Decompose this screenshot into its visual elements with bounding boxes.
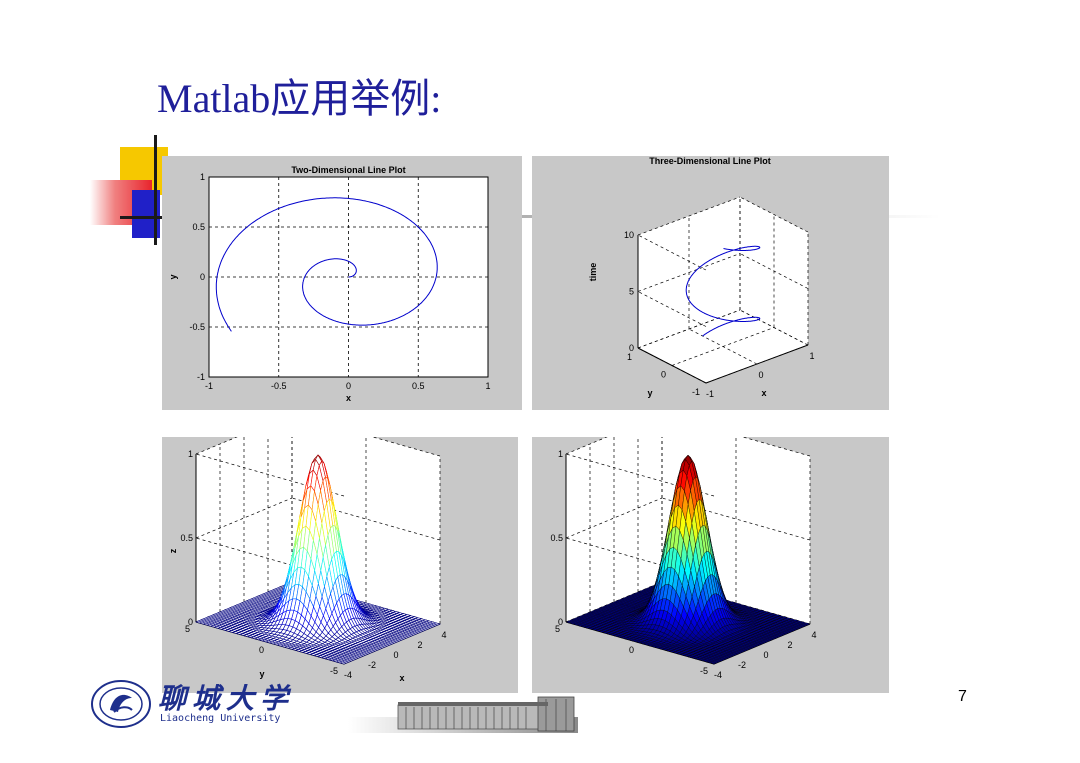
- x-tick-label: 1: [809, 351, 814, 361]
- x-tick-label: 4: [811, 630, 816, 640]
- campus-building-image: [348, 696, 578, 733]
- x-axis-label: x: [761, 388, 766, 398]
- z-tick-label: 0: [188, 617, 193, 627]
- y-tick-label: 0: [629, 645, 634, 655]
- x-tick-label: -2: [738, 660, 746, 670]
- x-tick-label: -2: [368, 660, 376, 670]
- chart-panel-3d-line: -1 0 1 -1 0 1 0 5 10 Three-Dimensional Line Plot x…: [532, 156, 889, 410]
- y-axis-label: y: [168, 274, 178, 279]
- z-tick-label: 0: [558, 617, 563, 627]
- grid-line-z: [565, 497, 663, 539]
- x-tick-label: 0: [758, 370, 763, 380]
- x-tick-label: 0: [763, 650, 768, 660]
- grid-line-z: [371, 437, 441, 457]
- series-line: [685, 245, 761, 337]
- z-tick-label: 0.5: [180, 533, 193, 543]
- y-tick-label: 5: [555, 624, 560, 634]
- y-axis-label: y: [647, 388, 652, 398]
- y-axis-label: y: [259, 669, 264, 679]
- x-tick-label: 2: [787, 640, 792, 650]
- y-tick-label: 0.5: [192, 222, 205, 232]
- y-tick-label: -1: [197, 372, 205, 382]
- x-tick-label: 0.5: [412, 381, 425, 391]
- decoration-squares: [90, 130, 180, 250]
- grid-line-z: [637, 291, 707, 327]
- chart-panel-2d-line: -1 -0.5 0 0.5 1 -1 -0.5 0 0.5 1 Two-Dimensional Li…: [162, 156, 522, 410]
- surface-cell: [803, 622, 811, 626]
- grid-line-z: [637, 234, 707, 271]
- slide-title: Matlab应用举例:: [157, 76, 442, 121]
- x-tick-label: -4: [714, 670, 722, 680]
- university-logo-icon: [91, 680, 151, 728]
- z-tick-label: 0.5: [550, 533, 563, 543]
- university-name-en: Liaocheng University: [160, 713, 281, 724]
- z-tick-label: 5: [629, 287, 634, 297]
- z-tick-label: 1: [188, 449, 193, 459]
- grid-line-z: [637, 309, 741, 349]
- x-tick-label: 0: [346, 381, 351, 391]
- z-tick-label: 0: [629, 343, 634, 353]
- grid-line-z: [739, 196, 809, 233]
- y-tick-label: -5: [700, 666, 708, 676]
- y-tick-label: -0.5: [189, 322, 205, 332]
- x-axis-label: x: [346, 393, 351, 403]
- x-tick-label: 0: [393, 650, 398, 660]
- z-axis-label: z: [168, 548, 178, 553]
- x-axis-label: x: [399, 673, 404, 683]
- y-tick-label: -1: [692, 387, 700, 397]
- grid-line-z: [637, 253, 741, 292]
- grid-line-y: [671, 327, 775, 366]
- chart-title: Two-Dimensional Line Plot: [291, 165, 405, 175]
- y-axis-line: [637, 347, 707, 384]
- page-number: 7: [958, 688, 967, 705]
- chart-2d-line: -1 -0.5 0 0.5 1 -1 -0.5 0 0.5 1 Two-Dimensional Li…: [168, 165, 491, 403]
- grid-line-z: [637, 196, 741, 236]
- x-tick-label: -1: [205, 381, 213, 391]
- y-tick-label: 1: [200, 172, 205, 182]
- z-tick-label: 1: [558, 449, 563, 459]
- grid-line-z: [739, 253, 809, 289]
- x-tick-label: -0.5: [271, 381, 287, 391]
- z-axis-label: time: [588, 263, 598, 282]
- x-tick-label: -4: [344, 670, 352, 680]
- deco-vertical-line: [154, 135, 157, 245]
- x-tick-label: 4: [441, 630, 446, 640]
- z-tick-label: 10: [624, 230, 634, 240]
- grid-line-z: [741, 437, 811, 457]
- y-tick-label: 0: [200, 272, 205, 282]
- y-tick-label: 0: [259, 645, 264, 655]
- x-tick-label: -1: [706, 389, 714, 399]
- y-tick-label: 1: [627, 352, 632, 362]
- chart-title: Three-Dimensional Line Plot: [649, 156, 771, 166]
- x-tick-label: 1: [485, 381, 490, 391]
- deco-horizontal-line: [120, 216, 180, 219]
- chart-panel-mesh: -4 -2 0 2 4 -5 0 5 0 0.5 1 x y z: [162, 437, 518, 693]
- chart-panel-surface: -4 -2 0 2 4 -5 0 5 0 0.5 1: [532, 437, 889, 693]
- surface-group: [565, 454, 811, 665]
- y-tick-label: 0: [661, 370, 666, 380]
- surface-cell: [433, 622, 441, 626]
- y-tick-label: 5: [185, 624, 190, 634]
- grid-line-z: [739, 309, 809, 346]
- y-tick-label: -5: [330, 666, 338, 676]
- x-axis-line: [705, 344, 809, 384]
- series-line: [215, 197, 438, 332]
- university-name-cn: 聊城大学: [158, 682, 295, 715]
- x-tick-label: 2: [417, 640, 422, 650]
- surface-group: [195, 454, 441, 665]
- grid-line-z: [195, 497, 293, 539]
